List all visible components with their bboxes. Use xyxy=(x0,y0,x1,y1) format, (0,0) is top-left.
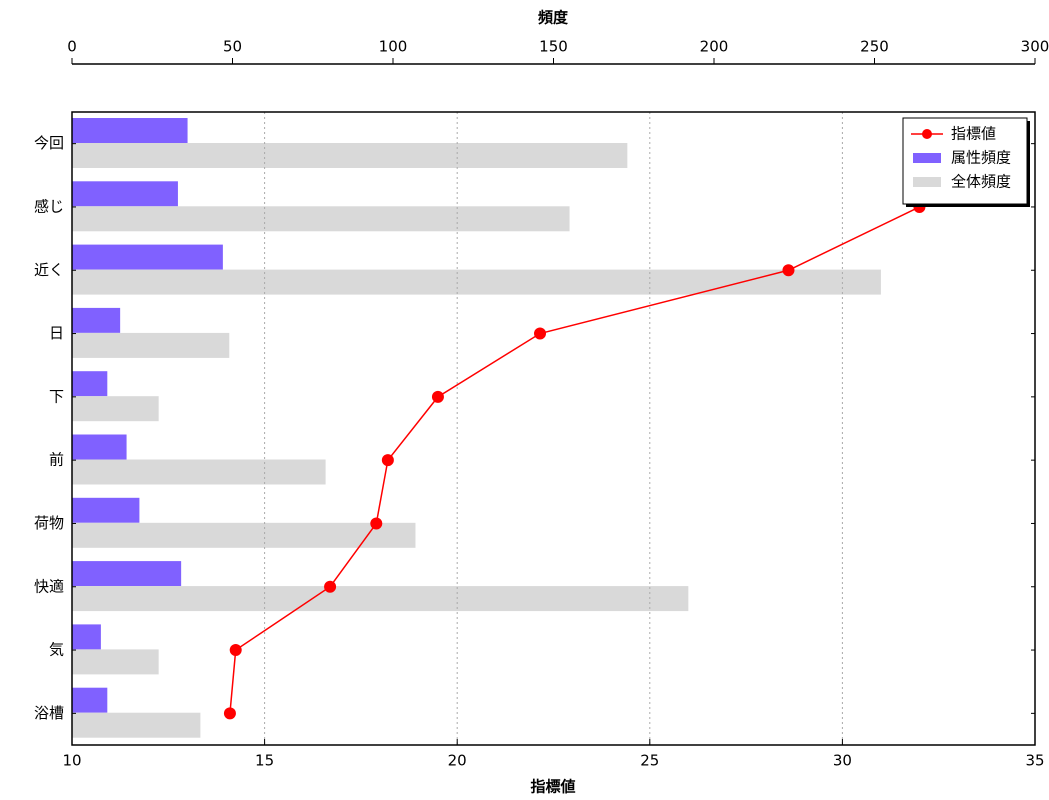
bar xyxy=(72,649,159,675)
x-axis-label: 指標値 xyxy=(530,778,575,796)
x2-tick-label: 0 xyxy=(67,38,77,56)
y-tick-label: 快適 xyxy=(34,577,64,595)
plot-frame xyxy=(71,111,1036,746)
bar xyxy=(72,307,121,333)
legend-label: 指標値 xyxy=(951,125,996,143)
y-tick-label: 荷物 xyxy=(34,514,64,532)
bar xyxy=(72,497,140,523)
bar xyxy=(72,181,178,207)
bar xyxy=(72,118,188,143)
y-tick-label: 近く xyxy=(34,261,64,279)
x-tick-label: 15 xyxy=(255,752,274,770)
legend-label: 属性頻度 xyxy=(951,149,1011,167)
y-tick-label: 気 xyxy=(49,641,64,659)
bar xyxy=(72,143,628,168)
marker xyxy=(381,454,394,467)
marker xyxy=(229,644,242,657)
bar xyxy=(72,586,689,612)
bar xyxy=(72,396,159,422)
x2-tick-label: 100 xyxy=(379,38,408,56)
bar xyxy=(72,712,201,738)
x2-tick-label: 200 xyxy=(700,38,729,56)
bar xyxy=(72,434,127,460)
y-tick-label: 下 xyxy=(49,387,64,405)
legend-marker xyxy=(922,129,932,139)
x-tick-label: 35 xyxy=(1025,752,1044,770)
legend-swatch xyxy=(913,153,941,163)
marker xyxy=(324,580,337,593)
bar xyxy=(72,269,881,295)
legend-label: 全体頻度 xyxy=(951,173,1011,191)
x-tick-label: 25 xyxy=(640,752,659,770)
bar xyxy=(72,624,101,650)
bar xyxy=(72,332,230,358)
x-tick-label: 30 xyxy=(833,752,852,770)
y-tick-label: 感じ xyxy=(34,197,64,215)
y-tick-label: 前 xyxy=(49,451,64,469)
marker xyxy=(431,390,444,403)
bar xyxy=(72,687,108,713)
bar xyxy=(72,459,326,485)
x-tick-label: 10 xyxy=(62,752,81,770)
marker xyxy=(534,327,547,340)
y-tick-label: 日 xyxy=(49,324,64,342)
y-tick-label: 今回 xyxy=(34,134,64,152)
y-tick-label: 浴槽 xyxy=(34,704,64,722)
x2-axis-label: 頻度 xyxy=(538,9,569,27)
x-tick-label: 20 xyxy=(448,752,467,770)
bar xyxy=(72,371,108,397)
x2-tick-label: 250 xyxy=(860,38,889,56)
bar xyxy=(72,244,223,270)
marker xyxy=(223,707,236,720)
legend-swatch xyxy=(913,177,941,187)
marker xyxy=(782,264,795,277)
bar xyxy=(72,561,182,587)
bar xyxy=(72,522,416,548)
marker xyxy=(370,517,383,530)
x2-tick-label: 150 xyxy=(539,38,568,56)
x2-tick-label: 50 xyxy=(223,38,242,56)
bar xyxy=(72,206,570,232)
x2-tick-label: 300 xyxy=(1021,38,1049,56)
line xyxy=(229,143,1005,714)
